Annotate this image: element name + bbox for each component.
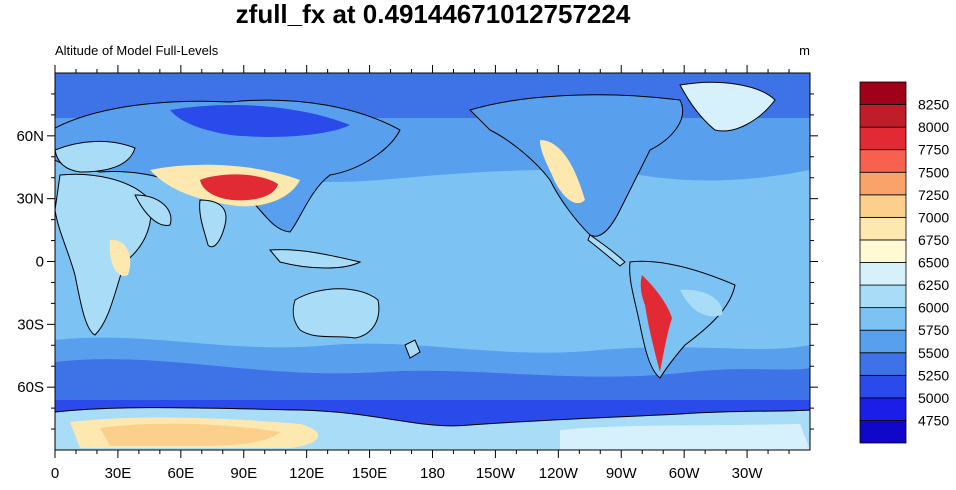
x-tick-label: 120W [539,465,579,482]
x-tick-label: 0 [51,465,59,482]
central-america [587,234,626,267]
colorbar-label: 8250 [918,97,949,113]
colorbar-label: 7500 [918,164,949,180]
colorbar-swatch [859,239,907,263]
tibet-plateau [200,174,278,201]
colorbar-swatch [859,284,907,309]
x-tick-label: 30E [105,465,132,482]
chart-title: zfull_fx at 0.49144671012757224 [236,0,631,29]
colorbar-label: 7750 [918,142,949,158]
europe [55,141,136,173]
brazil-highlands [680,289,723,317]
left-string: Altitude of Model Full-Levels [55,43,219,58]
colorbar-swatch [859,126,907,151]
x-tick-label: 150E [352,465,387,482]
x-tick-label: 180 [420,465,445,482]
colorbar-swatch [859,216,907,241]
colorbar-swatch [859,194,907,218]
x-tick-label: 60W [669,465,701,482]
x-axis: 0 30E 60E 90E 120E 150E 180 150W 120W 90W 60W 30W [51,65,790,482]
colorbar-swatch [859,352,907,376]
colorbar-swatch [859,420,907,444]
x-tick-label: 30W [732,465,764,482]
colorbar-swatch [859,262,907,286]
andes [640,275,672,372]
x-tick-label: 60E [167,465,194,482]
y-axis: 60N 30N 0 30S 60S [16,93,818,430]
africa-east-highlands [109,239,131,276]
greenland [679,81,776,132]
colorbar-swatch [859,397,907,421]
colorbar-label: 7250 [918,187,949,203]
colorbar-label: 5000 [918,390,949,406]
antarctica-plateau-core [100,423,280,446]
x-tick-label: 120E [289,465,324,482]
x-tick-label: 90W [606,465,638,482]
units-label: m [799,43,810,58]
x-tick-label: 150W [476,465,516,482]
colorbar-label: 4750 [918,412,949,428]
y-tick-label: 60N [16,128,44,145]
y-tick-label: 30S [17,316,44,333]
colorbar-label: 5250 [918,367,949,383]
colorbar-label: 6500 [918,255,949,271]
africa [55,173,152,336]
x-tick-label: 90E [230,465,257,482]
new-zealand [404,339,421,359]
arabia [134,194,172,226]
indonesia [268,249,362,269]
colorbar: 8250 8000 7750 7500 7250 7000 6750 6500 6250 6000… [859,81,949,444]
colorbar-label: 5500 [918,345,949,361]
india [199,199,227,248]
colorbar-swatch [859,329,907,354]
siberia-dark [170,105,350,137]
colorbar-label: 7000 [918,209,949,225]
colorbar-swatch [859,307,907,331]
colorbar-swatch [859,171,907,196]
colorbar-label: 6750 [918,232,949,248]
colorbar-swatch [859,149,907,173]
colorbar-label: 8000 [918,119,949,135]
australia [292,288,380,339]
y-tick-label: 0 [36,254,44,271]
rockies [540,140,585,204]
map-field [55,73,810,450]
colorbar-label: 6250 [918,277,949,293]
y-tick-label: 60S [17,379,44,396]
antarctica-east [560,424,810,450]
colorbar-swatch [859,374,907,399]
colorbar-label: 6000 [918,300,949,316]
colorbar-label: 5750 [918,322,949,338]
colorbar-swatch [859,81,907,105]
north-america [469,94,684,237]
colorbar-swatch [859,104,907,128]
y-tick-label: 30N [16,191,44,208]
